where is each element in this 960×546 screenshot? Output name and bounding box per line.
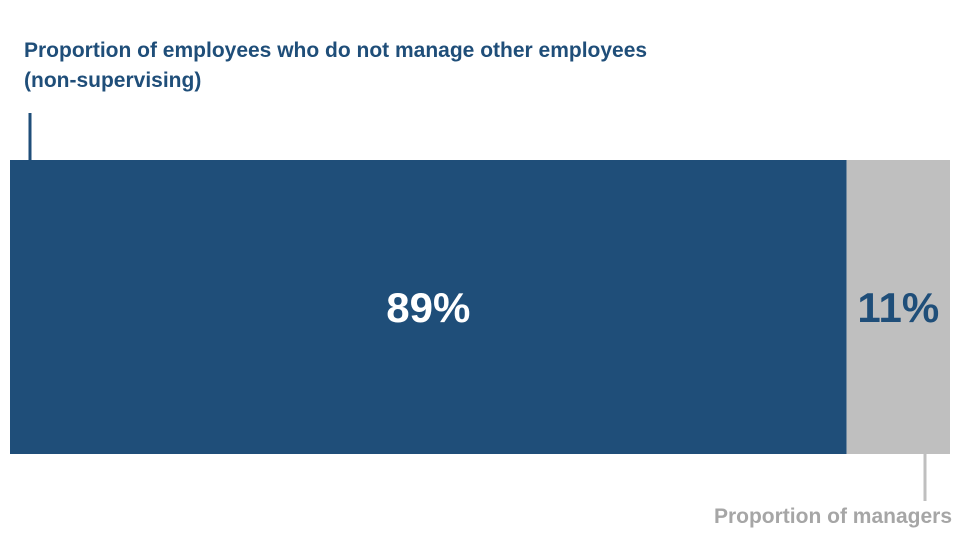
non-supervising-value-label: 89% — [386, 284, 470, 331]
managers-segment — [846, 160, 950, 454]
non-supervising-label-line2: (non-supervising) — [24, 69, 202, 92]
non-supervising-segment — [10, 160, 847, 454]
managers-label: Proportion of managers — [713, 505, 952, 528]
managers-value-label: 11% — [857, 284, 939, 331]
non-supervising-label-line1: Proportion of employees who do not manag… — [24, 39, 648, 62]
non-supervising-label: Proportion of employees who do not manag… — [24, 36, 724, 96]
